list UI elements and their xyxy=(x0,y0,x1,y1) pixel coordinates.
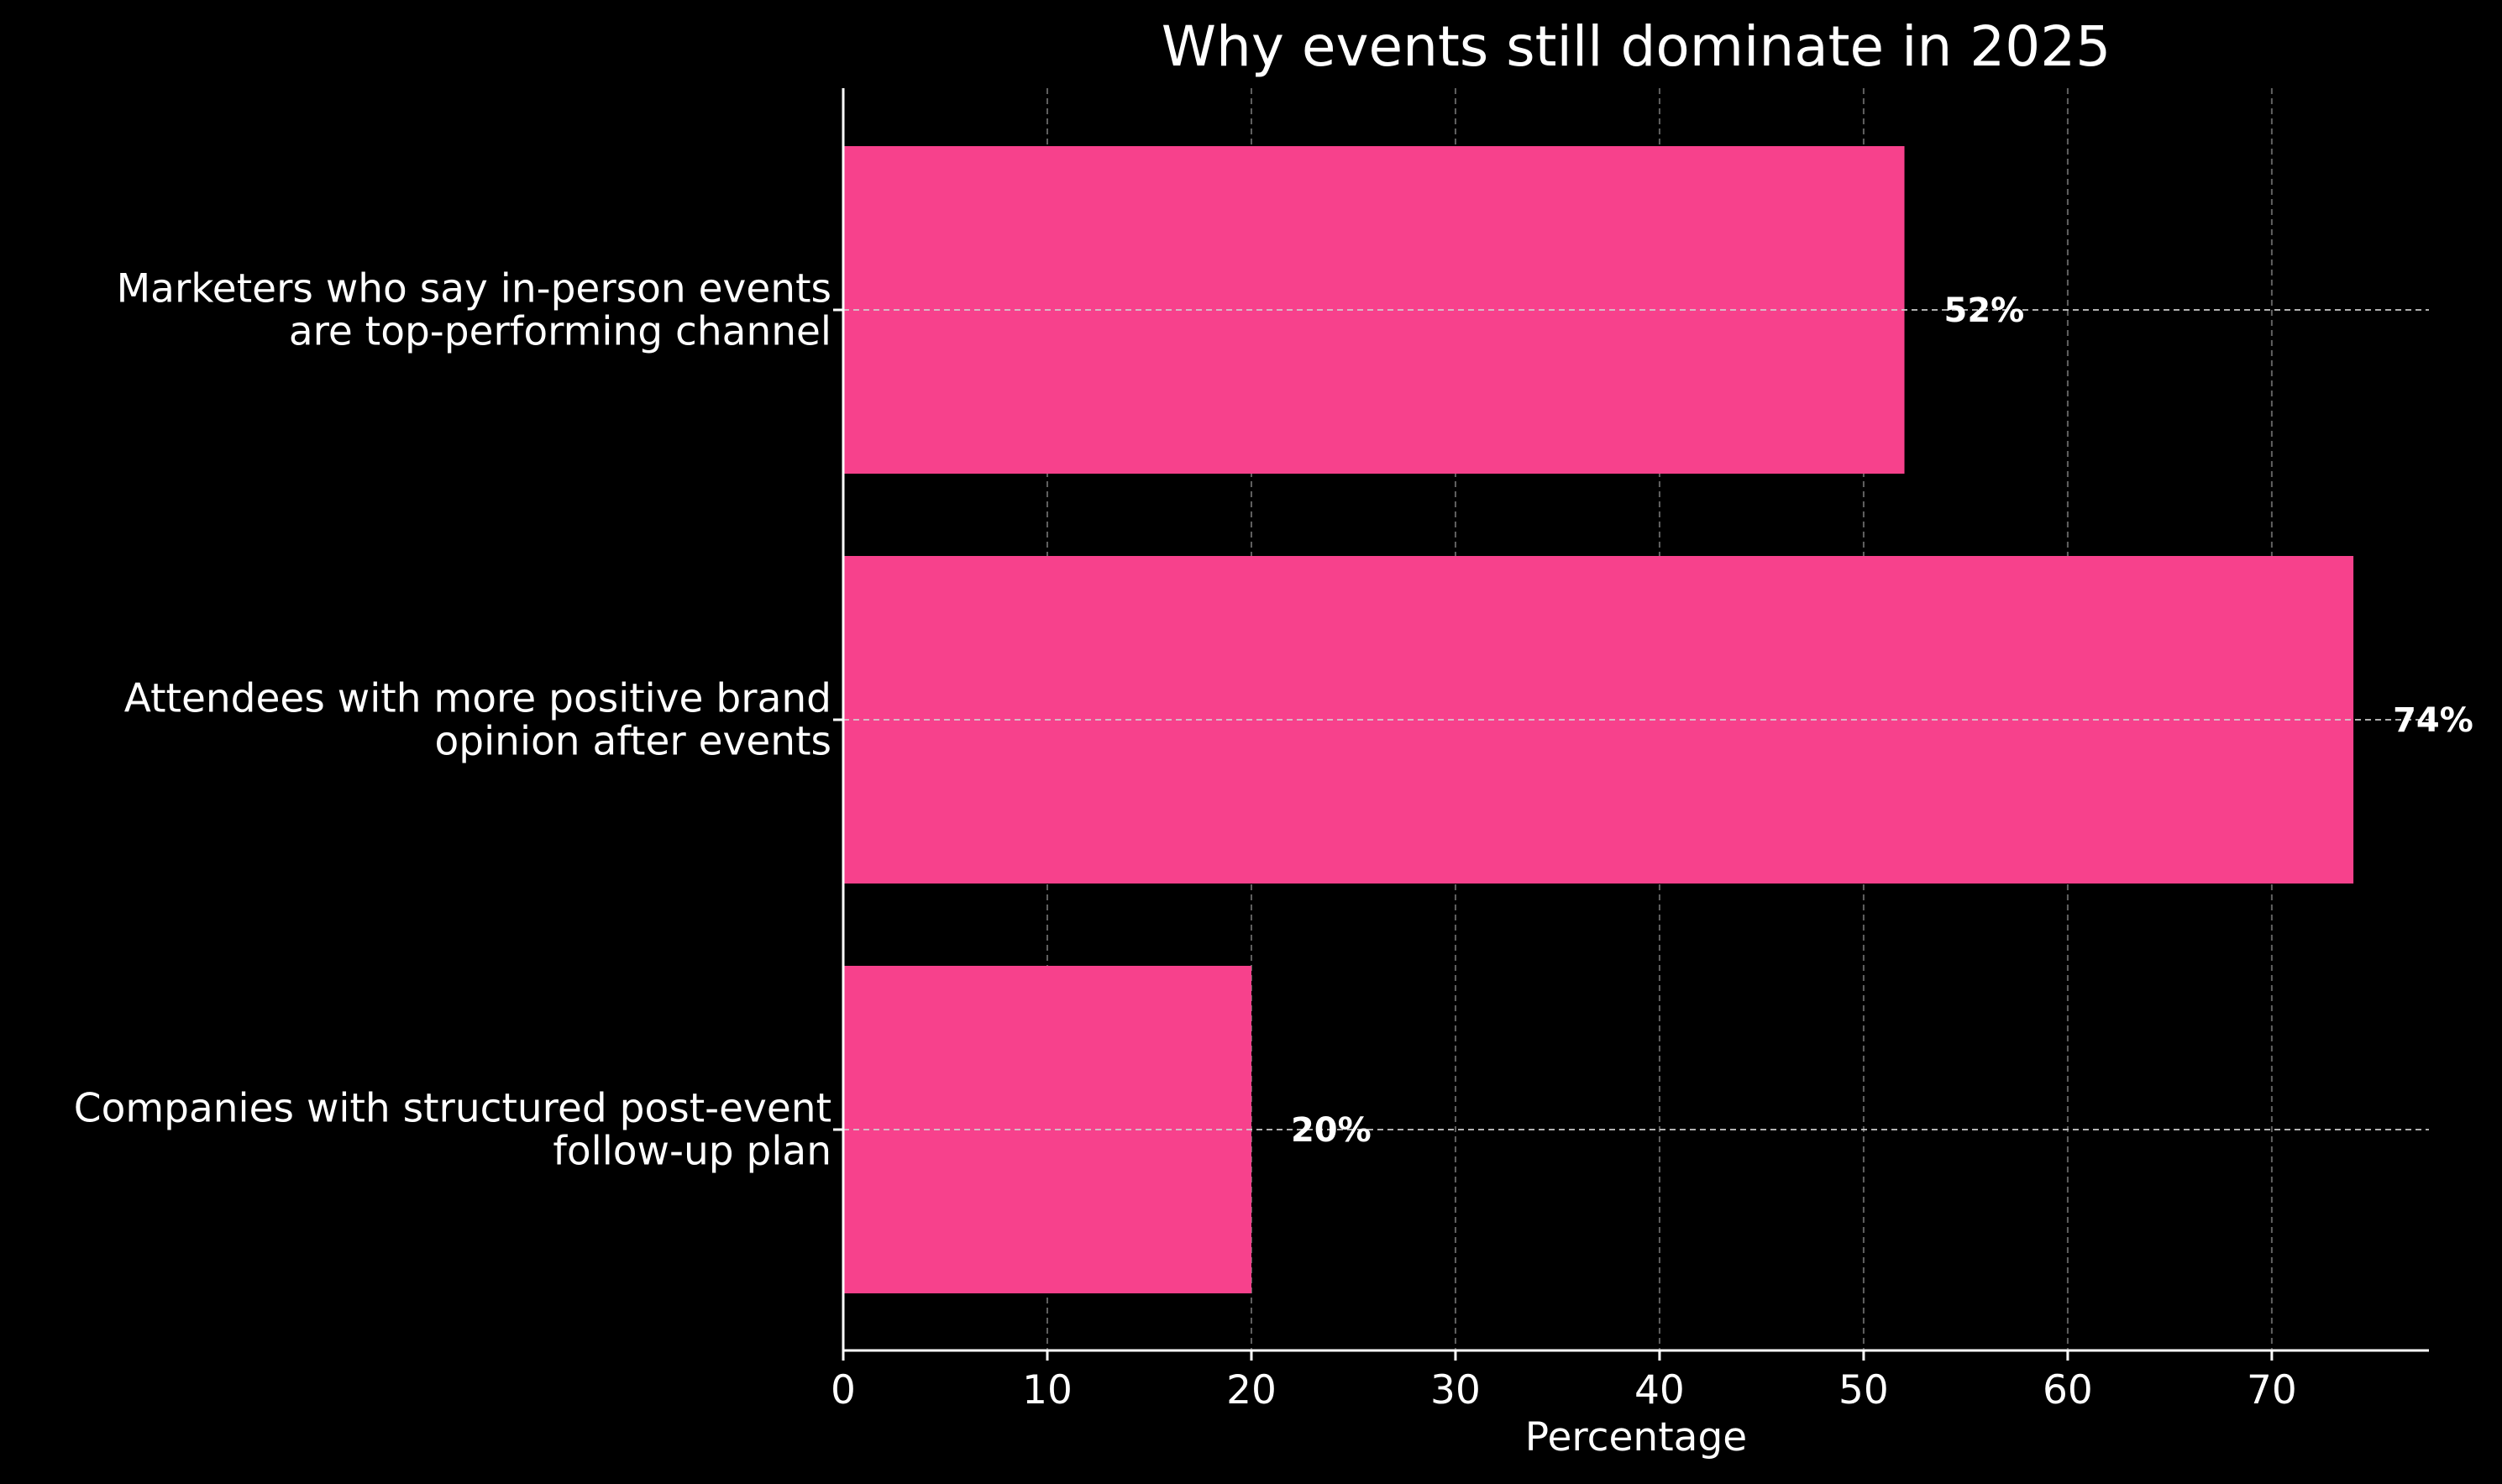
bar-value-label: 52% xyxy=(1944,291,2025,330)
chart-title: Why events still dominate in 2025 xyxy=(1162,14,2111,79)
bar-value-label: 20% xyxy=(1291,1111,1372,1150)
x-tick-label: 40 xyxy=(1634,1367,1685,1413)
x-tick-label: 20 xyxy=(1226,1367,1277,1413)
x-tick-label: 0 xyxy=(831,1367,856,1413)
x-tick-label: 70 xyxy=(2247,1367,2297,1413)
category-label: Companies with structured post-event foll… xyxy=(74,1086,831,1175)
x-axis-title: Percentage xyxy=(1525,1414,1747,1460)
row-guides xyxy=(843,309,2429,1130)
bar xyxy=(843,556,2354,884)
x-tick-label: 50 xyxy=(1838,1367,1889,1413)
y-axis-labels: Marketers who say in-person events are to… xyxy=(74,266,843,1175)
bar-value-label: 74% xyxy=(2393,701,2473,740)
x-tick-label: 10 xyxy=(1022,1367,1073,1413)
x-tick-label: 30 xyxy=(1430,1367,1481,1413)
category-label: Attendees with more positive brand opinio… xyxy=(124,676,831,765)
x-tick-label: 60 xyxy=(2043,1367,2093,1413)
category-label: Marketers who say in-person events are to… xyxy=(117,266,831,355)
value-labels: 52% 74% 20% xyxy=(1291,291,2473,1150)
x-axis-ticks: 0 10 20 30 40 50 60 70 xyxy=(831,1350,2297,1413)
